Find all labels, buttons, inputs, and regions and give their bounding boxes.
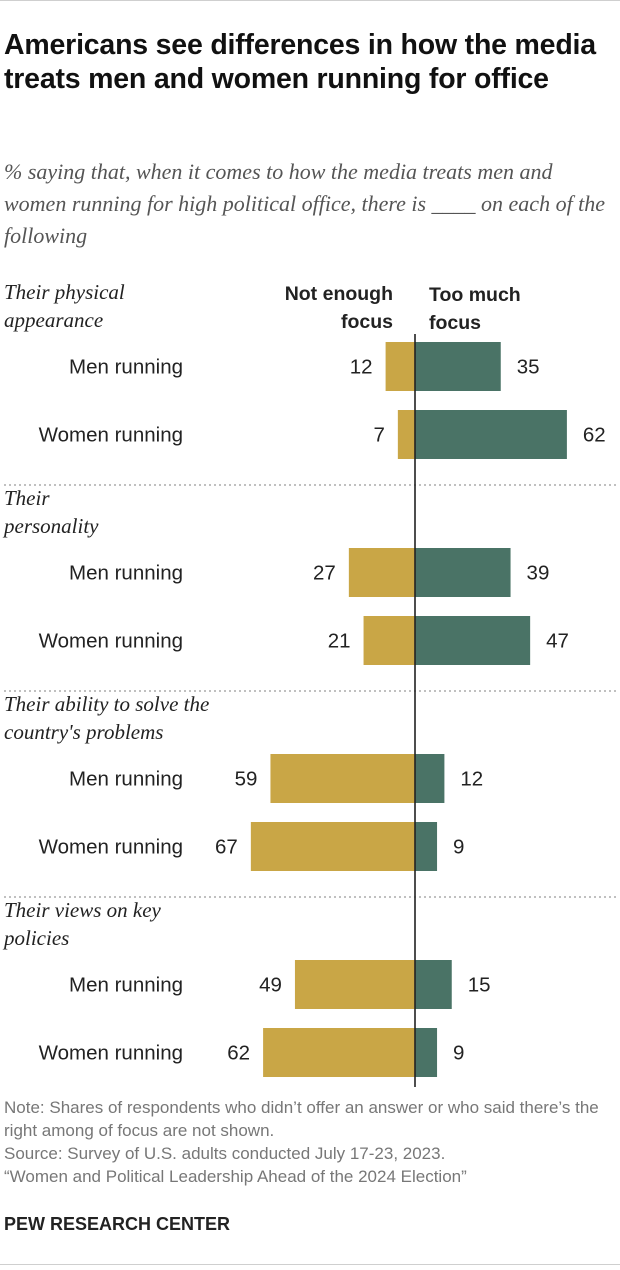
value-label-not-enough: 62 [227,1042,250,1065]
group-label: Their [4,486,50,510]
bar-too-much [415,754,445,803]
group-label: appearance [4,308,103,332]
row-label: Men running [69,562,183,585]
row-label: Women running [39,630,183,653]
bar-not-enough [348,548,415,597]
value-label-too-much: 12 [460,768,483,791]
value-label-not-enough: 7 [373,424,384,447]
bar-not-enough [363,616,415,665]
legend-not-enough: Not enough [285,283,393,305]
brand-logo-text: PEW RESEARCH CENTER [4,1214,231,1234]
bar-too-much [415,822,438,871]
top-rule [0,0,620,1]
value-label-not-enough: 67 [215,836,238,859]
value-label-not-enough: 12 [350,356,373,379]
bar-too-much [415,616,531,665]
value-label-not-enough: 49 [259,974,282,997]
value-label-too-much: 35 [517,356,540,379]
row-label: Women running [39,1042,183,1065]
bar-not-enough [263,1028,415,1077]
bar-not-enough [270,754,415,803]
value-label-not-enough: 27 [313,562,336,585]
group-label: policies [2,926,69,950]
value-label-too-much: 9 [453,1042,464,1065]
legend-not-enough: focus [341,311,393,333]
chart-subtitle: % saying that, when it comes to how the … [4,159,606,248]
value-label-too-much: 15 [468,974,491,997]
group-label: Their physical [4,280,125,304]
bar-too-much [415,410,567,459]
diverging-bar-chart: Not enough focus Too much focus Their physic… [2,280,616,1087]
value-label-not-enough: 59 [235,768,258,791]
legend-too-much: Too much [429,284,521,306]
group-label: Their ability to solve the [4,692,209,716]
note-text: Note: Shares of respondents who didn’t o… [4,1098,599,1140]
notes-block: Note: Shares of respondents who didn’t o… [4,1096,616,1188]
group-label: country's problems [4,720,163,744]
bar-too-much [415,960,452,1009]
bar-not-enough [397,410,415,459]
value-label-too-much: 9 [453,836,464,859]
row-label: Men running [69,974,183,997]
row-label: Women running [39,424,183,447]
group-label: Their views on key [4,898,162,922]
bar-not-enough [294,960,415,1009]
bar-not-enough [250,822,415,871]
bottom-rule [0,1264,620,1265]
value-label-not-enough: 21 [328,630,351,653]
value-label-too-much: 39 [527,562,550,585]
value-label-too-much: 62 [583,424,606,447]
source-text: Source: Survey of U.S. adults conducted … [4,1144,446,1163]
bar-too-much [415,342,501,391]
value-label-too-much: 47 [546,630,569,653]
row-label: Men running [69,356,183,379]
report-title: “Women and Political Leadership Ahead of… [4,1167,467,1186]
bar-not-enough [385,342,415,391]
bar-too-much [415,1028,438,1077]
row-label: Women running [39,836,183,859]
row-label: Men running [69,768,183,791]
bar-too-much [415,548,511,597]
chart-title: Americans see differences in how the med… [4,29,596,96]
group-label: personality [2,514,99,538]
legend-too-much: focus [429,312,481,334]
